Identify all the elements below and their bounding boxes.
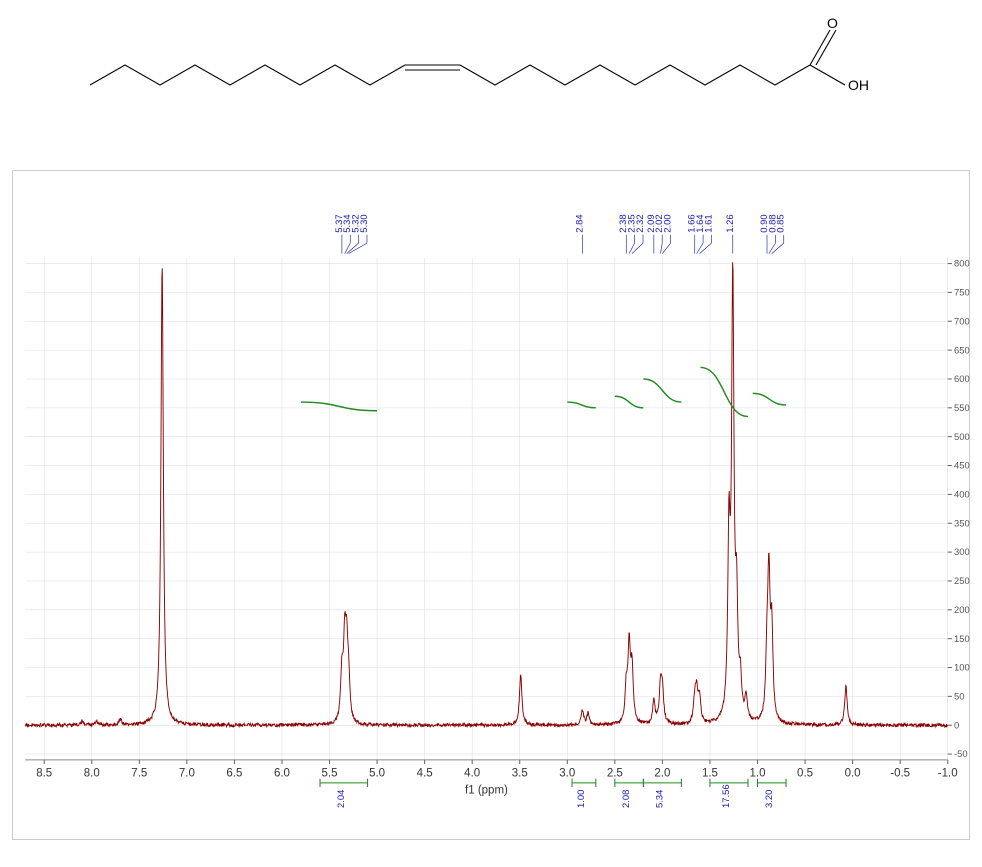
svg-text:0.5: 0.5 bbox=[797, 768, 813, 780]
svg-text:6.5: 6.5 bbox=[226, 768, 242, 780]
integral-markers: 2.04 1.00 2.08 5.34 17.56 3.20 bbox=[320, 779, 786, 808]
svg-text:4.0: 4.0 bbox=[464, 768, 480, 780]
integral-curves bbox=[301, 367, 786, 416]
svg-text:2.5: 2.5 bbox=[607, 768, 623, 780]
svg-text:0: 0 bbox=[954, 719, 959, 730]
svg-text:3.0: 3.0 bbox=[559, 768, 575, 780]
svg-text:2.0: 2.0 bbox=[654, 768, 670, 780]
svg-text:600: 600 bbox=[954, 373, 970, 384]
svg-text:200: 200 bbox=[954, 604, 970, 615]
svg-text:450: 450 bbox=[954, 460, 970, 471]
svg-text:-50: -50 bbox=[954, 748, 968, 759]
svg-text:400: 400 bbox=[954, 489, 970, 500]
svg-text:300: 300 bbox=[954, 546, 970, 557]
svg-text:2.00: 2.00 bbox=[662, 214, 673, 232]
svg-text:17.56: 17.56 bbox=[720, 784, 731, 808]
carbonyl-o-label: O bbox=[827, 15, 838, 31]
y-axis: -50 0 50 100 150 200 250 300 350 400 450 500 550 600 6… bbox=[948, 258, 970, 760]
svg-text:7.5: 7.5 bbox=[131, 768, 147, 780]
svg-text:3.20: 3.20 bbox=[763, 790, 774, 808]
svg-text:5.30: 5.30 bbox=[358, 214, 369, 232]
svg-text:1.61: 1.61 bbox=[702, 214, 713, 232]
nmr-plot: 5.375.345.325.302.842.382.352.322.092.02… bbox=[21, 179, 977, 847]
svg-text:650: 650 bbox=[954, 344, 970, 355]
svg-text:700: 700 bbox=[954, 315, 970, 326]
svg-text:2.32: 2.32 bbox=[634, 214, 645, 232]
svg-text:4.5: 4.5 bbox=[417, 768, 433, 780]
svg-text:5.34: 5.34 bbox=[653, 790, 664, 808]
x-axis: -1.0 -0.5 0.0 0.5 1.0 1.5 2.0 2.5 3.0 3.5 4.0 4.5 5.… bbox=[25, 760, 957, 796]
svg-text:250: 250 bbox=[954, 575, 970, 586]
svg-text:-1.0: -1.0 bbox=[938, 768, 958, 780]
svg-text:2.84: 2.84 bbox=[574, 214, 585, 232]
svg-text:f1 (ppm): f1 (ppm) bbox=[465, 784, 508, 796]
svg-text:100: 100 bbox=[954, 662, 970, 673]
svg-text:500: 500 bbox=[954, 431, 970, 442]
svg-text:350: 350 bbox=[954, 517, 970, 528]
svg-text:8.5: 8.5 bbox=[36, 768, 52, 780]
svg-text:750: 750 bbox=[954, 287, 970, 298]
svg-text:7.0: 7.0 bbox=[179, 768, 195, 780]
svg-text:2.04: 2.04 bbox=[335, 790, 346, 808]
svg-text:1.0: 1.0 bbox=[750, 768, 766, 780]
svg-text:2.08: 2.08 bbox=[620, 790, 631, 808]
svg-text:3.5: 3.5 bbox=[512, 768, 528, 780]
svg-text:0.85: 0.85 bbox=[775, 214, 786, 232]
svg-text:800: 800 bbox=[954, 258, 970, 269]
svg-text:5.5: 5.5 bbox=[322, 768, 338, 780]
svg-text:6.0: 6.0 bbox=[274, 768, 290, 780]
nmr-spectrum-panel: 5.375.345.325.302.842.382.352.322.092.02… bbox=[12, 170, 970, 840]
svg-text:1.5: 1.5 bbox=[702, 768, 718, 780]
oleic-acid-structure bbox=[90, 30, 845, 85]
svg-text:0.0: 0.0 bbox=[845, 768, 861, 780]
hydroxyl-label: OH bbox=[848, 77, 869, 93]
svg-text:5.0: 5.0 bbox=[369, 768, 385, 780]
svg-text:1.26: 1.26 bbox=[724, 214, 735, 232]
molecular-structure: O OH bbox=[60, 10, 890, 140]
svg-text:8.0: 8.0 bbox=[84, 768, 100, 780]
svg-text:-0.5: -0.5 bbox=[890, 768, 910, 780]
svg-text:1.00: 1.00 bbox=[575, 790, 586, 808]
svg-text:50: 50 bbox=[954, 691, 964, 702]
svg-text:550: 550 bbox=[954, 402, 970, 413]
svg-text:150: 150 bbox=[954, 633, 970, 644]
peak-labels: 5.375.345.325.302.842.382.352.322.092.02… bbox=[333, 214, 786, 253]
